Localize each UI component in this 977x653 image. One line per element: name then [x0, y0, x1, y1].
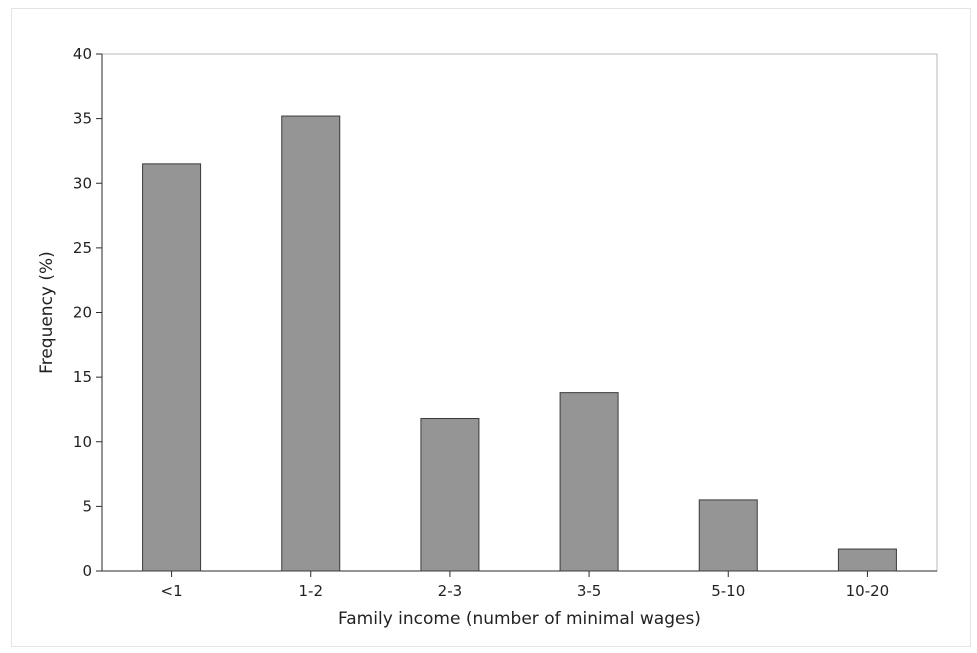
x-axis: <1 1-2 2-3 3-5 5-10 10-20	[102, 570, 937, 600]
bar	[142, 163, 202, 572]
bars	[142, 115, 897, 572]
x-tick-label: 10-20	[846, 582, 890, 600]
x-axis-title: Family income (number of minimal wages)	[338, 609, 701, 629]
y-tick-label: 0	[82, 562, 92, 580]
x-tick-label: 3-5	[577, 582, 602, 600]
x-tick-label: 1-2	[299, 582, 324, 600]
y-tick-label: 30	[73, 174, 92, 192]
bar	[559, 392, 619, 572]
bar	[837, 548, 897, 572]
x-tick-label: <1	[161, 582, 183, 600]
plot-area-border	[101, 53, 938, 572]
y-tick-label: 40	[73, 45, 92, 63]
y-tick-label: 10	[73, 433, 92, 451]
x-tick-label: 5-10	[711, 582, 745, 600]
bar	[281, 115, 341, 572]
y-tick-label: 25	[73, 239, 92, 257]
y-axis-title: Frequency (%)	[37, 251, 57, 374]
y-tick-label: 35	[73, 110, 92, 128]
y-tick-label: 20	[73, 304, 92, 322]
y-tick-label: 5	[82, 497, 92, 515]
y-tick-label: 15	[73, 368, 92, 386]
x-tick-label: 2-3	[438, 582, 463, 600]
bar	[698, 499, 758, 572]
y-axis: 0 5 10 15 20 25 30 35 40	[73, 45, 103, 580]
bar	[420, 417, 480, 572]
